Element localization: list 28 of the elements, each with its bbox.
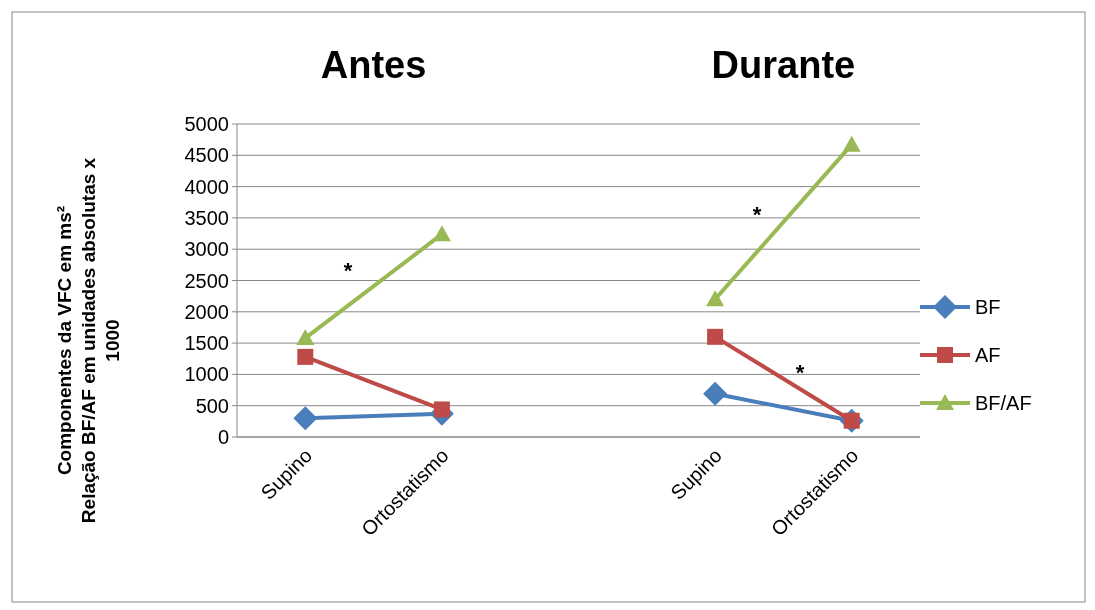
y-tick-label: 2000: [184, 300, 229, 323]
legend-label: BF/AF: [975, 392, 1032, 414]
y-axis-title: Componentes da VFC em ms² Relação BF/AF em unidades absolutas x 1000: [54, 157, 123, 524]
y-tick-label: 4000: [184, 175, 229, 198]
annotation: *: [343, 258, 353, 283]
y-tick-label: 0: [217, 426, 229, 448]
point: [707, 328, 724, 345]
legend-label: BF: [975, 296, 1001, 318]
y-tick-label: 4500: [184, 144, 229, 167]
text: Durante: [711, 44, 856, 86]
legend-label: AF: [975, 344, 1001, 366]
y-tick-label: 1500: [184, 332, 229, 355]
y-tick-label: 2500: [184, 269, 229, 292]
point: [842, 135, 861, 152]
annotation: *: [795, 360, 805, 385]
point: [433, 401, 450, 418]
y-tick-label: 500: [195, 394, 229, 417]
annotation: *: [752, 202, 762, 227]
point: [296, 329, 315, 346]
y-tick-label: 3500: [184, 206, 229, 229]
y-tick-label: 5000: [184, 113, 229, 135]
point: [703, 381, 728, 406]
y-tick-label: 3000: [184, 238, 229, 261]
point: [297, 348, 314, 365]
y-tick-label: 1000: [184, 363, 229, 386]
text: Antes: [320, 44, 427, 86]
point: [293, 406, 318, 431]
point: [706, 290, 725, 307]
